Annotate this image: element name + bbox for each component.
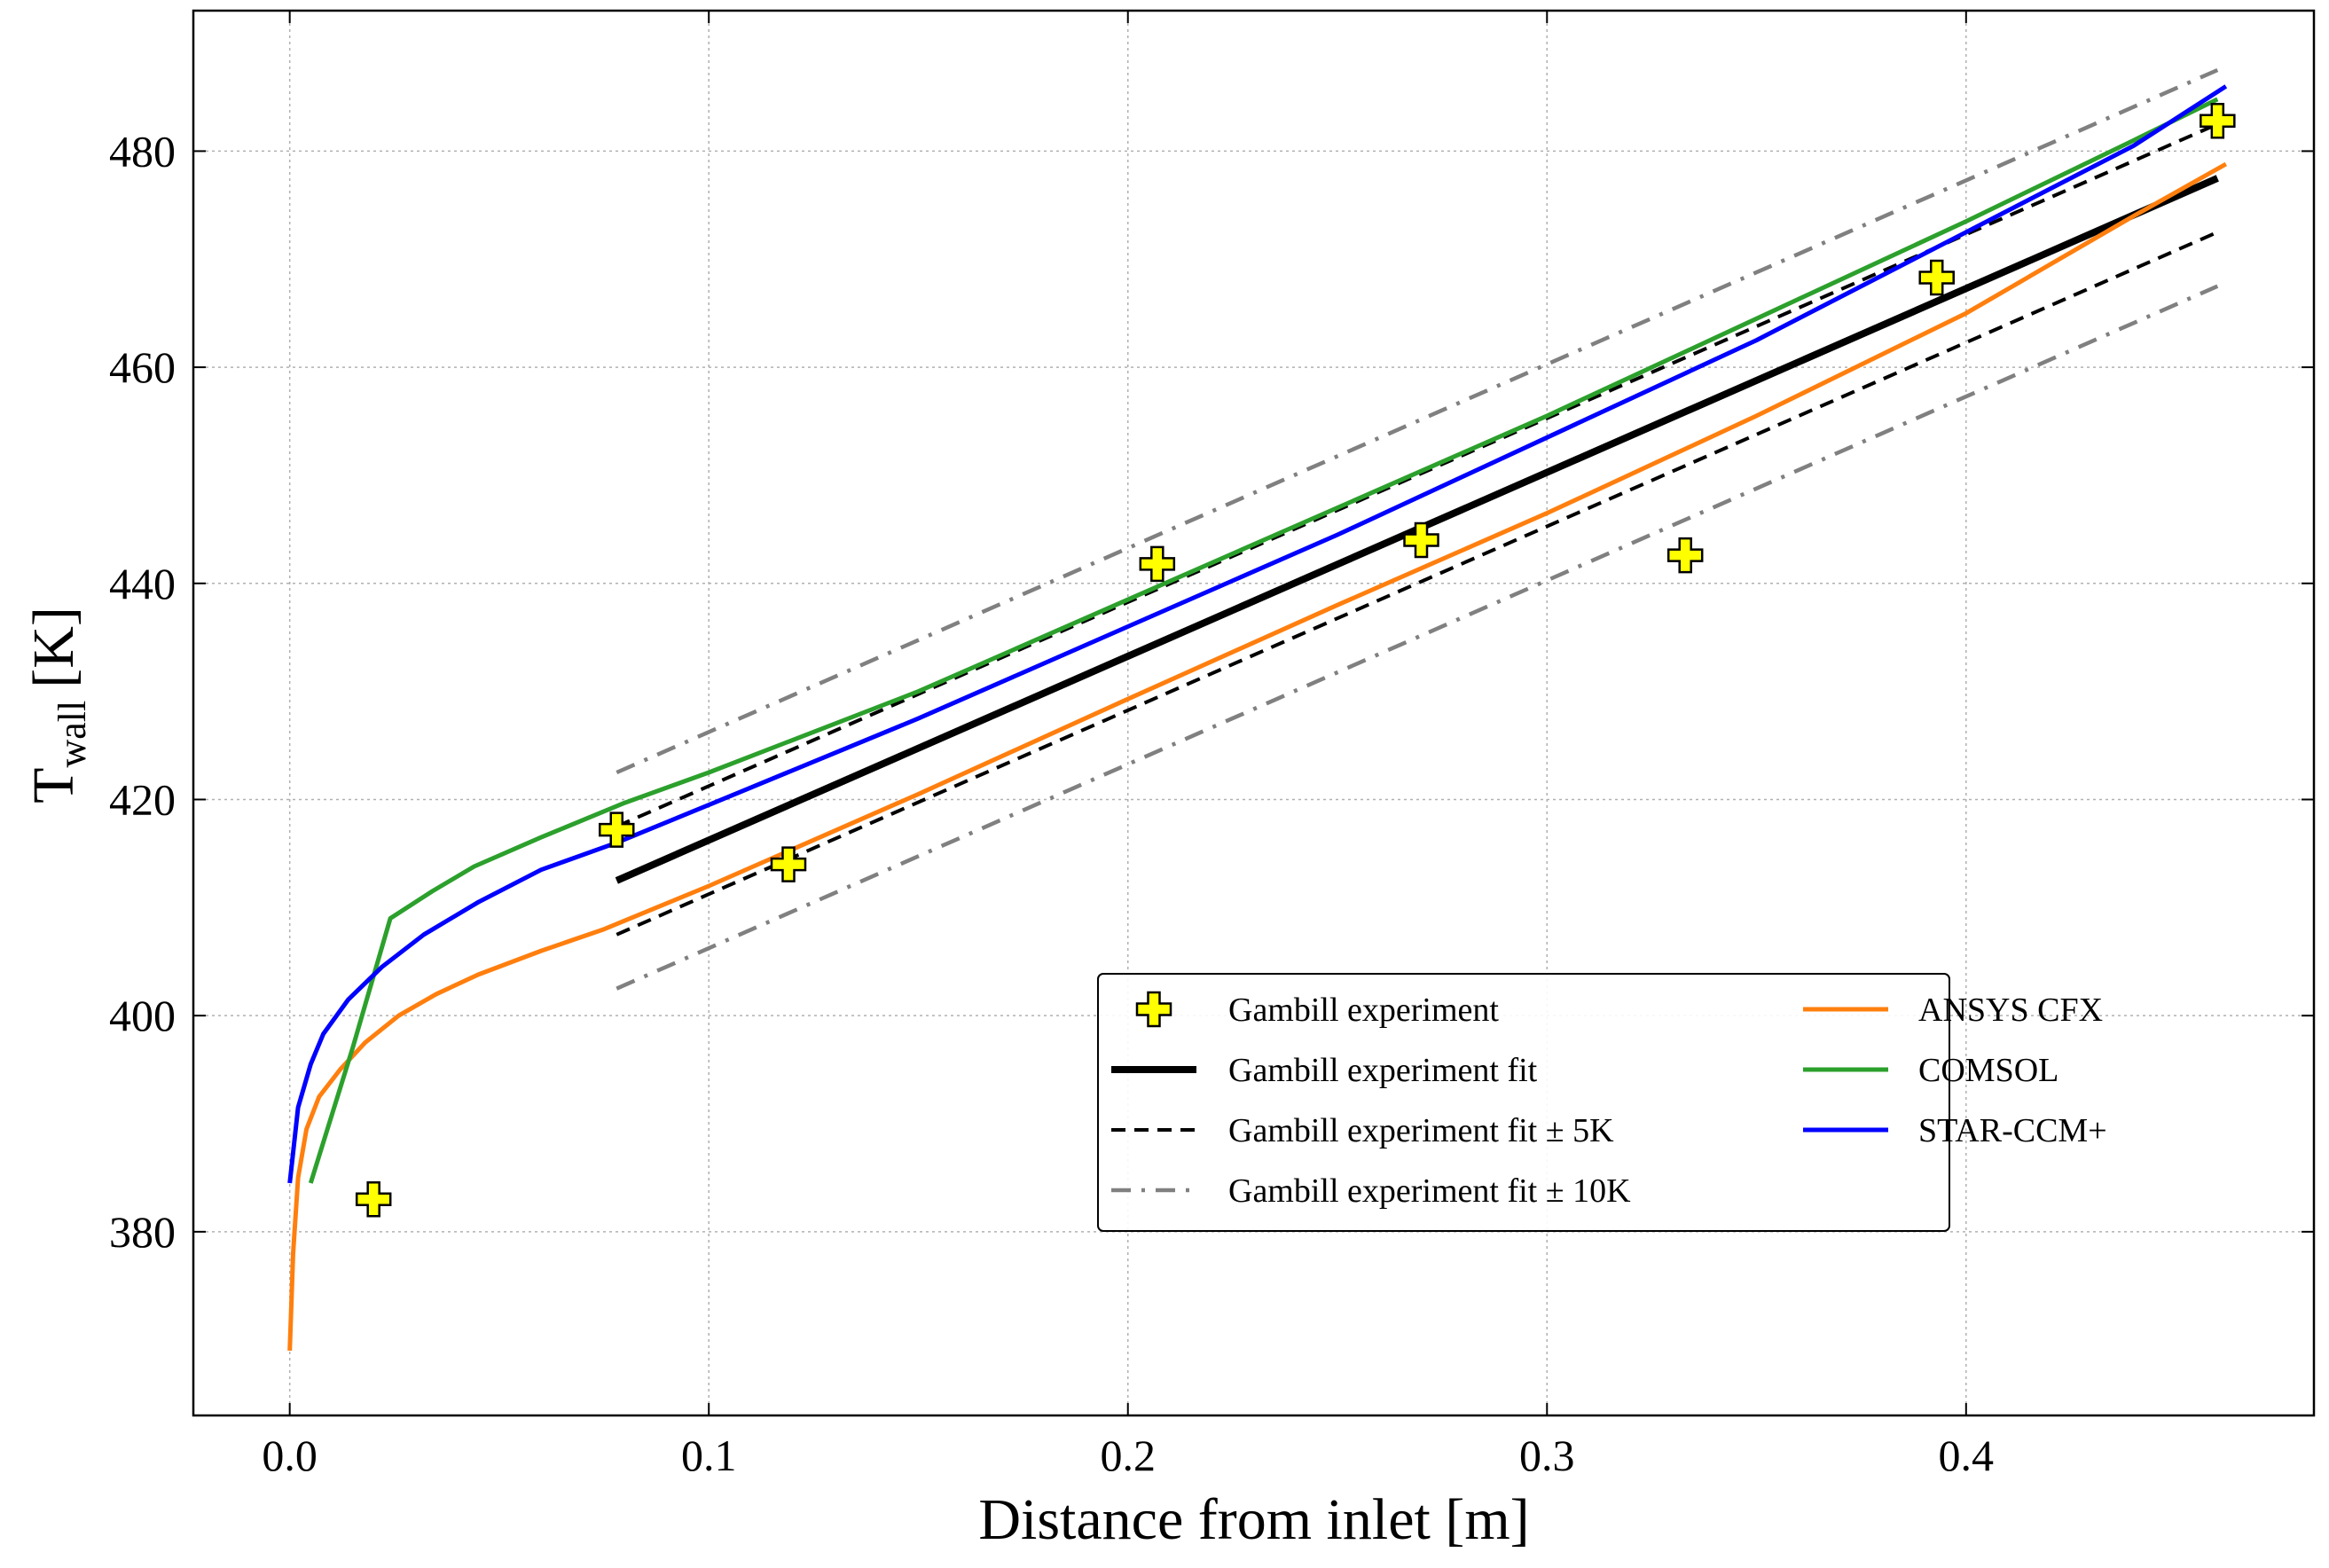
series-line-comsol: [308, 97, 2219, 1184]
data-point-gambill-experiment: [1918, 259, 1955, 296]
y-axis-title-unit: [K]: [21, 607, 86, 688]
series-line-gambill-experiment-fit-pm-5k-lower: [616, 230, 2219, 937]
y-tick-label: 420: [109, 774, 176, 824]
y-tick-label: 380: [109, 1207, 176, 1257]
series-line-gambill-experiment-fit-pm-10k: [616, 67, 2219, 775]
series-line-gambill-experiment-fit-pm-10k-lower: [616, 284, 2219, 991]
grid: [193, 11, 2314, 1415]
data-point-gambill-experiment: [1139, 545, 1176, 583]
data-point-gambill-experiment: [2200, 103, 2236, 139]
x-tick-label: 0.1: [681, 1431, 737, 1480]
y-axis-title-main: T: [21, 768, 86, 804]
y-tick-label: 400: [109, 991, 176, 1040]
legend-swatch-gambill-experiment: [1135, 991, 1172, 1028]
data-point-gambill-experiment: [1403, 521, 1439, 559]
y-axis-title-subscript: wall: [51, 701, 94, 768]
legend-label-gambill-experiment-fit-pm-5k: Gambill experiment fit ± 5K: [1228, 1112, 1614, 1149]
y-tick-label: 440: [109, 559, 176, 608]
tick-labels: 0.0 0.1 0.2 0.3 0.4 380 400 420 440 460 480: [109, 126, 1994, 1480]
data-point-gambill-experiment: [770, 846, 807, 882]
x-tick-label: 0.0: [262, 1431, 318, 1480]
series-line-ansys-cfx: [287, 161, 2228, 1351]
legend-label-star-ccmplus: STAR-CCM+: [1918, 1112, 2107, 1149]
plot-frame: [192, 9, 2316, 1417]
legend-label-gambill-experiment: Gambill experiment: [1228, 992, 1499, 1029]
axis-ticks: [193, 11, 2314, 1415]
y-tick-label: 480: [109, 126, 176, 176]
legend: Gambill experiment Gambill experiment fit…: [1097, 973, 2107, 1232]
x-tick-label: 0.2: [1100, 1431, 1156, 1480]
x-tick-label: 0.4: [1939, 1431, 1995, 1480]
legend-label-gambill-experiment-fit: Gambill experiment fit: [1228, 1052, 1538, 1089]
legend-label-comsol: COMSOL: [1918, 1052, 2058, 1089]
x-axis-title: Distance from inlet [m]: [978, 1487, 1529, 1552]
data-point-gambill-experiment: [599, 811, 635, 848]
y-axis-title: Twall [K]: [21, 607, 94, 804]
x-tick-label: 0.3: [1519, 1431, 1575, 1480]
legend-label-ansys-cfx: ANSYS CFX: [1918, 992, 2103, 1029]
legend-label-gambill-experiment-fit-pm-10k: Gambill experiment fit ± 10K: [1228, 1172, 1631, 1210]
experiment-markers: [355, 103, 2236, 1218]
legend-frame: [1097, 973, 1950, 1232]
y-tick-label: 460: [109, 342, 176, 392]
data-point-gambill-experiment: [355, 1181, 392, 1218]
data-point-gambill-experiment: [1666, 537, 1704, 574]
